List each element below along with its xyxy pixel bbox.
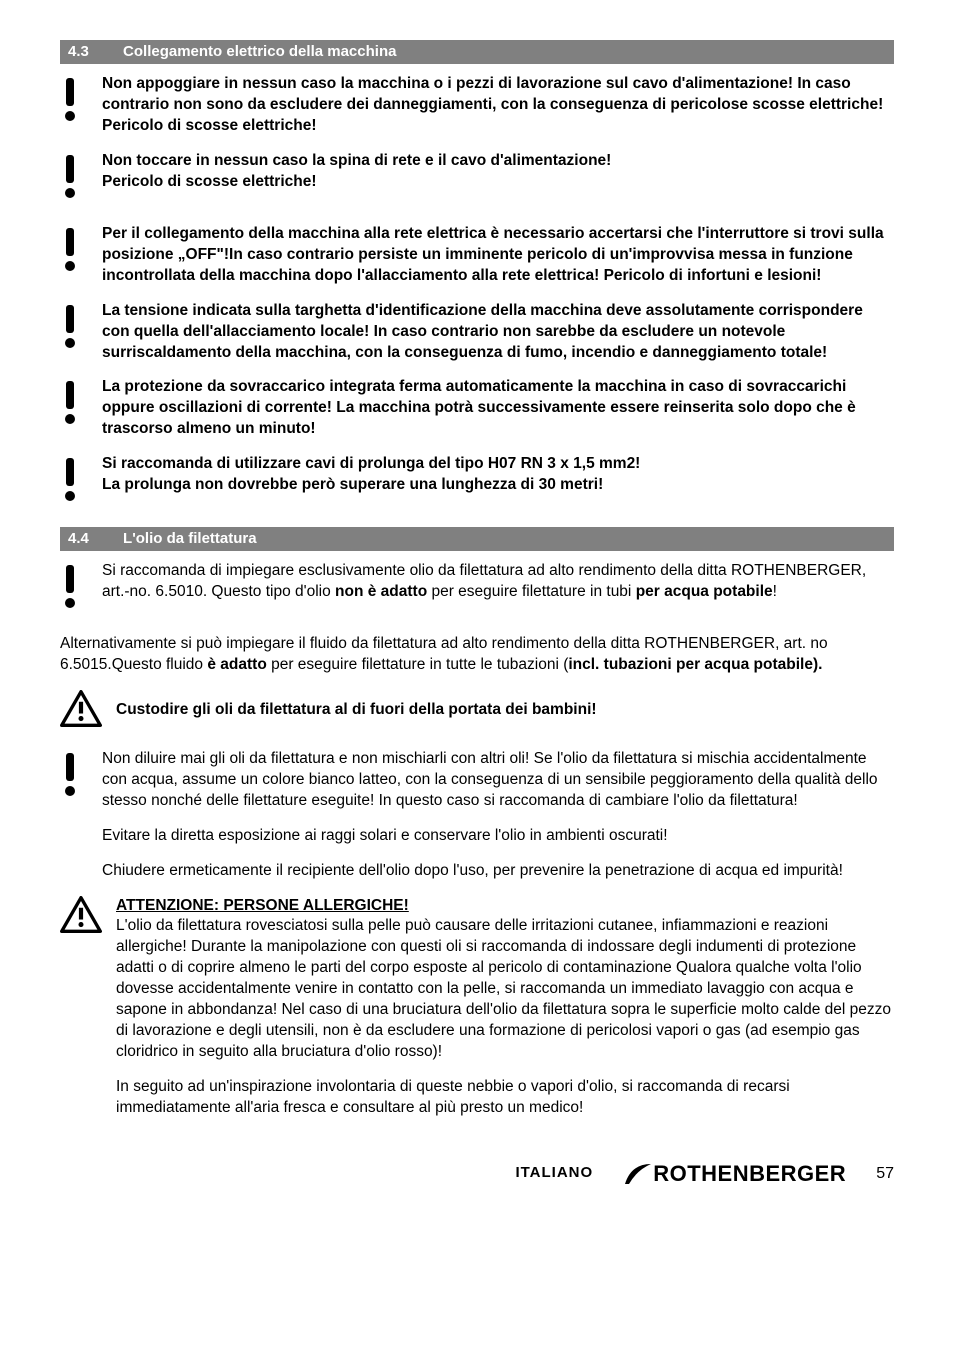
- text-span: per eseguire filettature in tutte le tub…: [267, 656, 569, 673]
- exclamation-icon: [60, 379, 92, 436]
- warning-text: Si raccomanda di utilizzare cavi di prol…: [102, 454, 894, 496]
- logo-swoosh-icon: [623, 1162, 653, 1186]
- exclamation-icon: [60, 456, 92, 513]
- warning-text: La tensione indicata sulla targhetta d'i…: [102, 301, 894, 364]
- paragraph: Chiudere ermeticamente il recipiente del…: [102, 861, 894, 882]
- exclamation-icon: [60, 303, 92, 360]
- text-span: per eseguire filettature in tubi: [427, 583, 636, 600]
- footer-language: ITALIANO: [515, 1163, 593, 1183]
- section-num: 4.4: [68, 530, 89, 547]
- footer-logo: ROTHENBERGER: [623, 1159, 846, 1189]
- warning-triangle-icon: [60, 690, 108, 735]
- exclamation-icon: [60, 563, 92, 620]
- text-bold: incl. tubazioni per acqua potabile).: [568, 656, 822, 673]
- text-bold: è adatto: [207, 656, 266, 673]
- allergic-body: L'olio da filettatura rovesciatosi sulla…: [116, 916, 894, 1062]
- triangle-warning: Custodire gli oli da filettatura al di f…: [60, 690, 894, 735]
- allergic-block: ATTENZIONE: PERSONE ALLERGICHE! L'olio d…: [116, 896, 894, 1063]
- exclamation-icon: [60, 76, 92, 133]
- warning-block: La tensione indicata sulla targhetta d'i…: [60, 301, 894, 364]
- footer-page-number: 57: [876, 1163, 894, 1185]
- section-num: 4.3: [68, 43, 89, 60]
- warning-triangle-icon: [60, 896, 108, 941]
- text-bold: non è adatto: [335, 583, 427, 600]
- exclamation-icon: [60, 226, 92, 283]
- warning-text: Per il collegamento della macchina alla …: [102, 224, 894, 287]
- warning-text: Non appoggiare in nessun caso la macchin…: [102, 74, 894, 137]
- exclamation-icon: [60, 153, 92, 210]
- text-bold: per acqua potabile: [636, 583, 773, 600]
- warning-block: Si raccomanda di utilizzare cavi di prol…: [60, 454, 894, 513]
- footer-brand: ROTHENBERGER: [653, 1159, 846, 1189]
- warning-block: Non toccare in nessun caso la spina di r…: [60, 151, 894, 210]
- info-text: Si raccomanda di impiegare esclusivament…: [102, 561, 894, 603]
- paragraph: Alternativamente si può impiegare il flu…: [60, 634, 894, 676]
- warning-block: Non appoggiare in nessun caso la macchin…: [60, 74, 894, 137]
- info-text: Non diluire mai gli oli da filettatura e…: [102, 749, 894, 812]
- section-header-44: 4.4 L'olio da filettatura: [60, 527, 894, 551]
- warning-text: Non toccare in nessun caso la spina di r…: [102, 151, 894, 193]
- warning-block: La protezione da sovraccarico integrata …: [60, 377, 894, 440]
- section-title: L'olio da filettatura: [123, 530, 257, 547]
- exclamation-icon: [60, 751, 92, 808]
- paragraph: In seguito ad un'inspirazione involontar…: [116, 1077, 894, 1119]
- info-block: Si raccomanda di impiegare esclusivament…: [60, 561, 894, 620]
- triangle-warning: ATTENZIONE: PERSONE ALLERGICHE! L'olio d…: [60, 896, 894, 1063]
- info-block: Non diluire mai gli oli da filettatura e…: [60, 749, 894, 812]
- warning-text: Custodire gli oli da filettatura al di f…: [116, 690, 894, 721]
- text-span: !: [773, 583, 777, 600]
- section-header-43: 4.3 Collegamento elettrico della macchin…: [60, 40, 894, 64]
- page-footer: ITALIANO ROTHENBERGER 57: [60, 1159, 894, 1189]
- allergic-title: ATTENZIONE: PERSONE ALLERGICHE!: [116, 896, 894, 917]
- section-title: Collegamento elettrico della macchina: [123, 43, 396, 60]
- paragraph: Evitare la diretta esposizione ai raggi …: [102, 826, 894, 847]
- warning-block: Per il collegamento della macchina alla …: [60, 224, 894, 287]
- warning-text: La protezione da sovraccarico integrata …: [102, 377, 894, 440]
